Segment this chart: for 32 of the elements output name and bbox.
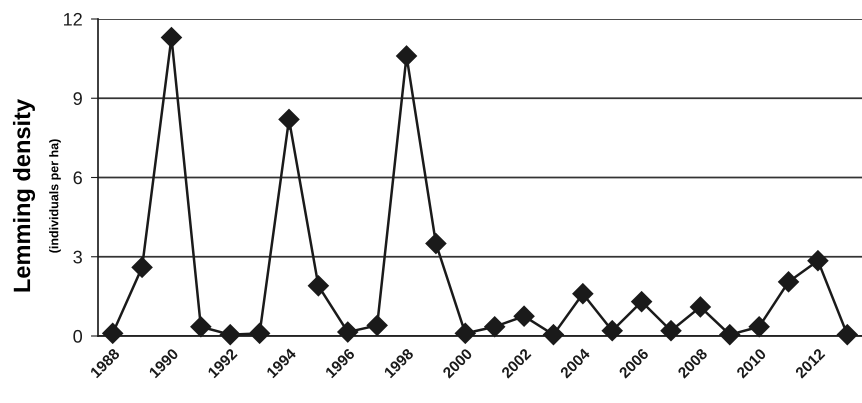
point [631,291,652,312]
point [602,320,623,342]
point [220,324,241,346]
point [396,45,418,66]
point [807,250,828,272]
y-tick-label: 0 [73,330,82,343]
point [366,314,388,336]
point [719,324,740,346]
point [337,322,358,343]
point [542,324,564,346]
point [836,324,858,346]
point [484,316,506,338]
y-tick-label: 3 [73,250,82,264]
y-tick-label: 6 [74,171,82,184]
point [514,306,535,327]
point [748,316,770,338]
y-tick-label: 9 [74,92,82,105]
point [278,108,300,130]
y-tick-label: 12 [64,12,82,26]
point [425,233,446,254]
point [160,26,182,48]
point [249,322,270,344]
point [190,316,212,338]
point [660,320,682,342]
point [132,256,153,278]
point [690,296,711,318]
point [778,271,800,292]
point [572,283,594,304]
point [454,322,476,344]
y-axis-title: Lemming density (individuals per ha) [12,99,61,292]
point [102,322,124,344]
point [308,275,329,296]
